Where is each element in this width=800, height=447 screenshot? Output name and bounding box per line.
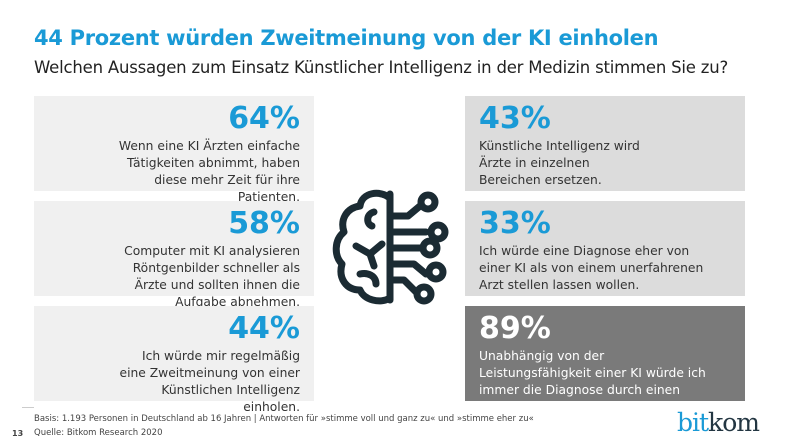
stat-card-highlight: 89% Unabhängig von der Leistungsfähigkei…: [465, 306, 745, 414]
stat-value: 64%: [228, 101, 300, 136]
stat-card: 44% Ich würde mir regelmäßig eine Zweitm…: [34, 306, 314, 414]
stat-text: Ich würde mir regelmäßig eine Zweitmeinu…: [119, 349, 301, 414]
page-number: 13: [12, 429, 24, 438]
stat-value: 58%: [228, 206, 300, 241]
stat-text: Wenn eine KI Ärzten einfache Tätigkeiten…: [118, 139, 300, 204]
page-subtitle: Welchen Aussagen zum Einsatz Künstlicher…: [34, 58, 729, 77]
stat-card: 43% Künstliche Intelligenz wird Ärzte in…: [465, 96, 745, 191]
stat-text: Künstliche Intelligenz wird Ärzte in ein…: [479, 139, 640, 187]
stat-card: 58% Computer mit KI analysieren Röntgenb…: [34, 201, 314, 309]
logo-part: bit: [677, 408, 709, 437]
footer-divider: [22, 407, 34, 408]
stat-value: 33%: [479, 206, 551, 241]
stat-value: 89%: [479, 311, 551, 346]
stat-value: 44%: [228, 311, 300, 346]
stat-card: 33% Ich würde eine Diagnose eher von ein…: [465, 201, 745, 296]
stat-value: 43%: [479, 101, 551, 136]
stat-text: Computer mit KI analysieren Röntgenbilde…: [124, 244, 300, 309]
footer-source: Quelle: Bitkom Research 2020: [34, 428, 163, 438]
logo-part: kom: [708, 408, 760, 437]
footer-basis: Basis: 1.193 Personen in Deutschland ab …: [34, 414, 534, 424]
page-title: 44 Prozent würden Zweitmeinung von der K…: [34, 26, 659, 50]
stat-card: 64% Wenn eine KI Ärzten einfache Tätigke…: [34, 96, 314, 204]
brain-circuit-icon: [332, 189, 449, 305]
bitkom-logo: bitkom: [677, 408, 760, 437]
stat-text: Ich würde eine Diagnose eher von einer K…: [479, 244, 704, 292]
stat-text: Unabhängig von der Leistungsfähigkeit ei…: [479, 349, 706, 414]
